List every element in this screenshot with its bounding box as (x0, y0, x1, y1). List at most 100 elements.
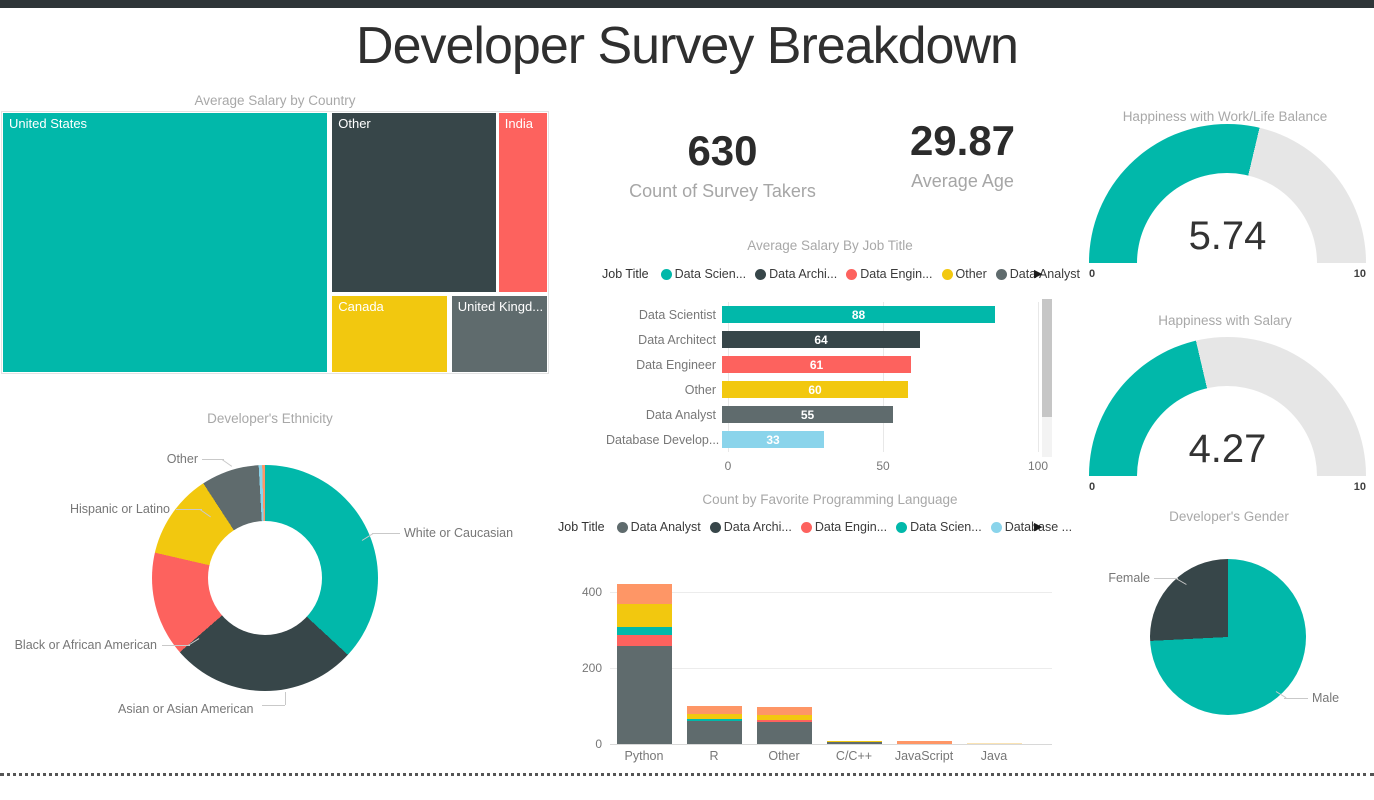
legend-more-arrow-icon[interactable]: ▶ (1034, 521, 1043, 533)
stacked-bar-segment[interactable] (687, 705, 742, 714)
bar-category-label: Database Develop... (606, 432, 720, 447)
stacked-bar[interactable] (897, 741, 952, 744)
legend-item[interactable]: Data Engin... (846, 267, 933, 281)
stacked-bar-segment[interactable] (827, 740, 882, 743)
stacked-bar[interactable] (617, 583, 672, 744)
gauge-salary-value: 4.27 (1188, 427, 1267, 471)
legend-item[interactable]: Database ... (990, 520, 1072, 534)
gauge-salary-axis: 0 10 (1089, 481, 1366, 493)
legend-item[interactable]: Data Scien... (896, 520, 982, 534)
label-connector (1284, 698, 1308, 699)
label-connector (221, 459, 233, 467)
gridline (1038, 302, 1039, 452)
legend-item[interactable]: Data Analyst (995, 267, 1080, 281)
bar-row: Database Develop... 33 (606, 427, 1052, 452)
stacked-bar-segment[interactable] (687, 720, 742, 744)
stacked-bar-segment[interactable] (897, 741, 952, 744)
legend-label: Other (955, 267, 987, 281)
treemap-node[interactable]: India (497, 112, 548, 293)
slice-label-hispanic: Hispanic or Latino (69, 502, 170, 516)
bar[interactable]: 60 (722, 381, 908, 398)
legend-item[interactable]: Other (941, 267, 987, 281)
bar-track: 61 (722, 356, 1052, 373)
stacked-bar-segment[interactable] (757, 714, 812, 720)
legend-items: Data Analyst Data Archi... Data Engin... Da… (616, 520, 1072, 534)
top-edge-bar (0, 0, 1374, 8)
stacked-category-label: Java (980, 749, 1008, 763)
stacked-bar[interactable] (757, 707, 812, 744)
legend-item[interactable]: Data Archi... (709, 520, 792, 534)
stacked-bar-segment[interactable] (687, 713, 742, 720)
label-connector (372, 533, 400, 534)
treemap-node[interactable]: United States (2, 112, 328, 373)
treemap-node-label: India (504, 116, 533, 131)
stacked-bar[interactable] (687, 705, 742, 744)
gender-title: Developer's Gender (1169, 509, 1289, 524)
label-connector (1154, 578, 1178, 579)
gauge-hole (1137, 386, 1317, 566)
bar-category-label: Data Analyst (645, 407, 716, 422)
stacked-bar-segment[interactable] (687, 719, 742, 721)
legend-dot-icon (709, 521, 721, 533)
label-connector (202, 459, 224, 460)
bar[interactable]: 88 (722, 306, 995, 323)
legend-label: Data Analyst (1009, 267, 1080, 281)
gridline (728, 302, 729, 452)
card-value: 29.87 (909, 117, 1016, 164)
treemap-node[interactable]: United Kingd... (450, 294, 548, 373)
gridline (610, 668, 1052, 669)
gauge-wlb-axis: 0 10 (1089, 268, 1366, 280)
gender-pie[interactable] (1150, 559, 1306, 715)
bar-data-label: 61 (809, 357, 824, 372)
bar-category-label: Other (684, 382, 716, 397)
gridline (610, 592, 1052, 593)
stacked-bar-segment[interactable] (757, 721, 812, 744)
legend-label: Data Engin... (860, 267, 933, 281)
stacked-bar-segment[interactable] (757, 707, 812, 715)
bar-row: Other 60 (606, 377, 1052, 402)
gauge-min-label: 0 (1089, 481, 1096, 493)
gauge-max-label: 10 (1353, 481, 1366, 493)
legend-item[interactable]: Data Archi... (755, 267, 837, 281)
treemap-node[interactable]: Other (331, 112, 498, 293)
bar[interactable]: 33 (722, 431, 824, 448)
stacked-bar[interactable] (827, 740, 882, 744)
legend-item[interactable]: Data Analyst (616, 520, 701, 534)
axis-tick-label: 400 (581, 585, 602, 599)
bar-chart-scrollbar[interactable] (1042, 299, 1052, 457)
gauge-hole (1137, 173, 1317, 353)
stacked-bar-segment[interactable] (617, 583, 672, 605)
bar-track: 60 (722, 381, 1052, 398)
scrollbar-thumb[interactable] (1042, 299, 1052, 417)
stacked-bar-segment[interactable] (827, 742, 882, 744)
legend-label: Data Scien... (674, 267, 747, 281)
bar-track: 33 (722, 431, 1052, 448)
treemap-chart: United States Other India Canada United King… (1, 111, 549, 374)
card-label: Average Age (911, 171, 1014, 191)
stacked-bar-segment[interactable] (617, 635, 672, 647)
gauge-salary-title: Happiness with Salary (1158, 313, 1292, 328)
legend-more-arrow-icon[interactable]: ▶ (1034, 268, 1043, 280)
stacked-bar-segment[interactable] (617, 626, 672, 636)
label-connector (162, 645, 190, 646)
bar-track: 88 (722, 306, 1052, 323)
legend-item[interactable]: Data Scien... (660, 267, 747, 281)
gridline (610, 744, 1052, 745)
slice-label-male: Male (1312, 691, 1340, 705)
stacked-bar-segment[interactable] (617, 646, 672, 744)
card-label: Count of Survey Takers (629, 181, 816, 201)
legend-item[interactable]: Data Engin... (800, 520, 887, 534)
bar-data-label: 88 (851, 307, 866, 322)
stacked-bar[interactable] (967, 742, 1022, 744)
card-survey-takers: 630 Count of Survey Takers (620, 128, 825, 202)
bar[interactable]: 55 (722, 406, 893, 423)
bar[interactable]: 61 (722, 356, 911, 373)
legend-title: Job Title (602, 267, 649, 281)
treemap-node[interactable]: Canada (331, 294, 449, 373)
bar[interactable]: 64 (722, 331, 920, 348)
stacked-bar-segment[interactable] (617, 604, 672, 627)
card-average-age: 29.87 Average Age (870, 118, 1055, 192)
stacked-bar-segment[interactable] (967, 742, 1022, 744)
stacked-bar-segment[interactable] (757, 719, 812, 722)
